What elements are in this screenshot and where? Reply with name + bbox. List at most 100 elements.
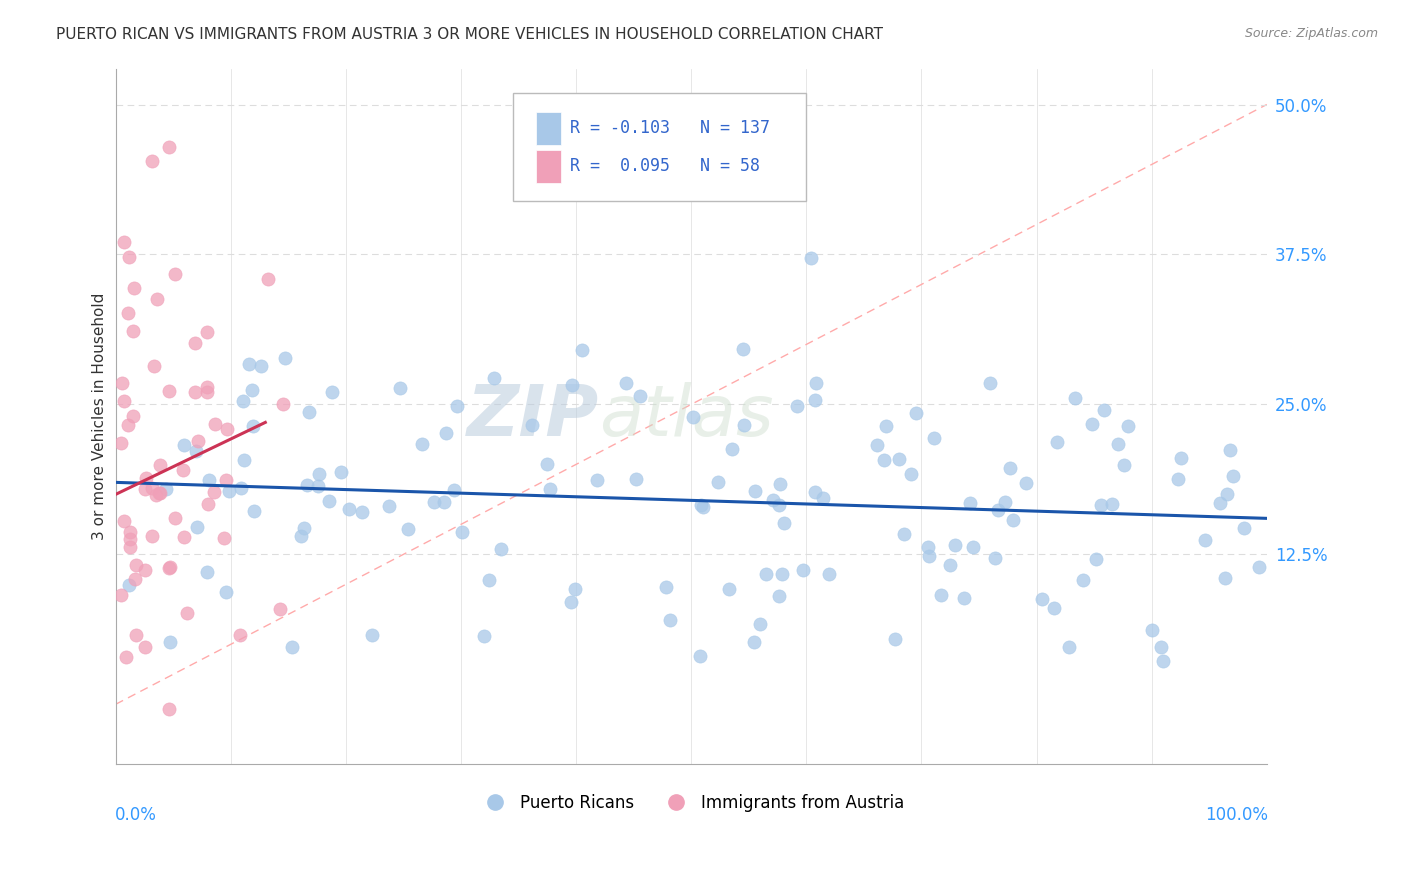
Point	[1015, 475, 1038, 490]
Point	[396, 523, 419, 537]
Point	[122, 281, 145, 295]
Point	[290, 529, 312, 543]
Point	[959, 496, 981, 510]
Point	[155, 482, 177, 496]
Point	[564, 582, 586, 596]
Point	[243, 503, 266, 517]
Point	[146, 292, 169, 306]
Point	[172, 463, 194, 477]
Point	[298, 405, 321, 419]
Point	[1084, 551, 1107, 566]
Point	[1167, 472, 1189, 486]
Point	[433, 495, 456, 509]
Point	[768, 589, 790, 603]
Point	[143, 359, 166, 373]
Point	[159, 635, 181, 649]
Point	[1046, 434, 1069, 449]
Text: R = -0.103   N = 137: R = -0.103 N = 137	[571, 119, 770, 136]
Point	[520, 418, 543, 433]
Point	[217, 422, 239, 436]
Point	[117, 306, 139, 320]
Point	[229, 481, 252, 495]
Point	[250, 359, 273, 373]
Point	[818, 566, 841, 581]
Point	[120, 532, 142, 546]
Point	[122, 324, 145, 338]
Point	[1150, 640, 1173, 654]
Point	[561, 377, 583, 392]
Point	[135, 471, 157, 485]
Point	[692, 500, 714, 514]
Point	[204, 417, 226, 431]
Point	[799, 251, 821, 265]
Point	[121, 409, 143, 423]
Point	[1213, 571, 1236, 585]
Point	[163, 511, 186, 525]
Point	[141, 529, 163, 543]
Point	[173, 438, 195, 452]
Point	[804, 485, 827, 500]
Point	[962, 540, 984, 554]
Point	[655, 580, 678, 594]
Point	[755, 567, 778, 582]
Text: 100.0%: 100.0%	[1205, 806, 1268, 824]
Point	[183, 336, 205, 351]
Point	[378, 500, 401, 514]
Point	[110, 436, 132, 450]
Point	[141, 481, 163, 495]
Point	[1153, 654, 1175, 668]
Point	[748, 617, 770, 632]
Point	[202, 485, 225, 500]
Point	[718, 582, 741, 596]
Point	[173, 530, 195, 544]
Point	[118, 250, 141, 264]
Point	[111, 376, 134, 391]
Point	[145, 487, 167, 501]
Y-axis label: 3 or more Vehicles in Household: 3 or more Vehicles in Household	[93, 293, 107, 540]
Point	[149, 458, 172, 472]
Point	[186, 520, 208, 534]
Point	[451, 524, 474, 539]
Point	[187, 434, 209, 448]
Point	[474, 629, 496, 643]
Point	[274, 351, 297, 365]
Point	[124, 572, 146, 586]
Point	[658, 613, 681, 627]
Point	[195, 385, 218, 400]
Point	[762, 492, 785, 507]
Point	[215, 473, 238, 487]
Point	[281, 640, 304, 654]
Point	[1101, 497, 1123, 511]
Point	[232, 453, 254, 467]
Point	[984, 551, 1007, 566]
Point	[360, 628, 382, 642]
Point	[1247, 559, 1270, 574]
Point	[772, 516, 794, 530]
Point	[585, 473, 607, 487]
Point	[893, 527, 915, 541]
Point	[112, 393, 135, 408]
Point	[943, 538, 966, 552]
Point	[423, 495, 446, 509]
Point	[149, 485, 172, 500]
Point	[120, 525, 142, 540]
Point	[924, 431, 946, 445]
Point	[560, 595, 582, 609]
Point	[721, 442, 744, 457]
Point	[411, 437, 433, 451]
Point	[744, 484, 766, 499]
Point	[157, 561, 180, 575]
Point	[110, 588, 132, 602]
Point	[159, 560, 181, 574]
Point	[212, 531, 235, 545]
Point	[183, 384, 205, 399]
Point	[770, 566, 793, 581]
Point	[905, 407, 928, 421]
Point	[1114, 458, 1136, 472]
Point	[953, 591, 976, 606]
Point	[1116, 419, 1139, 434]
Point	[1209, 496, 1232, 510]
Point	[917, 540, 939, 554]
Point	[165, 267, 187, 281]
Text: ZIP: ZIP	[467, 382, 599, 450]
